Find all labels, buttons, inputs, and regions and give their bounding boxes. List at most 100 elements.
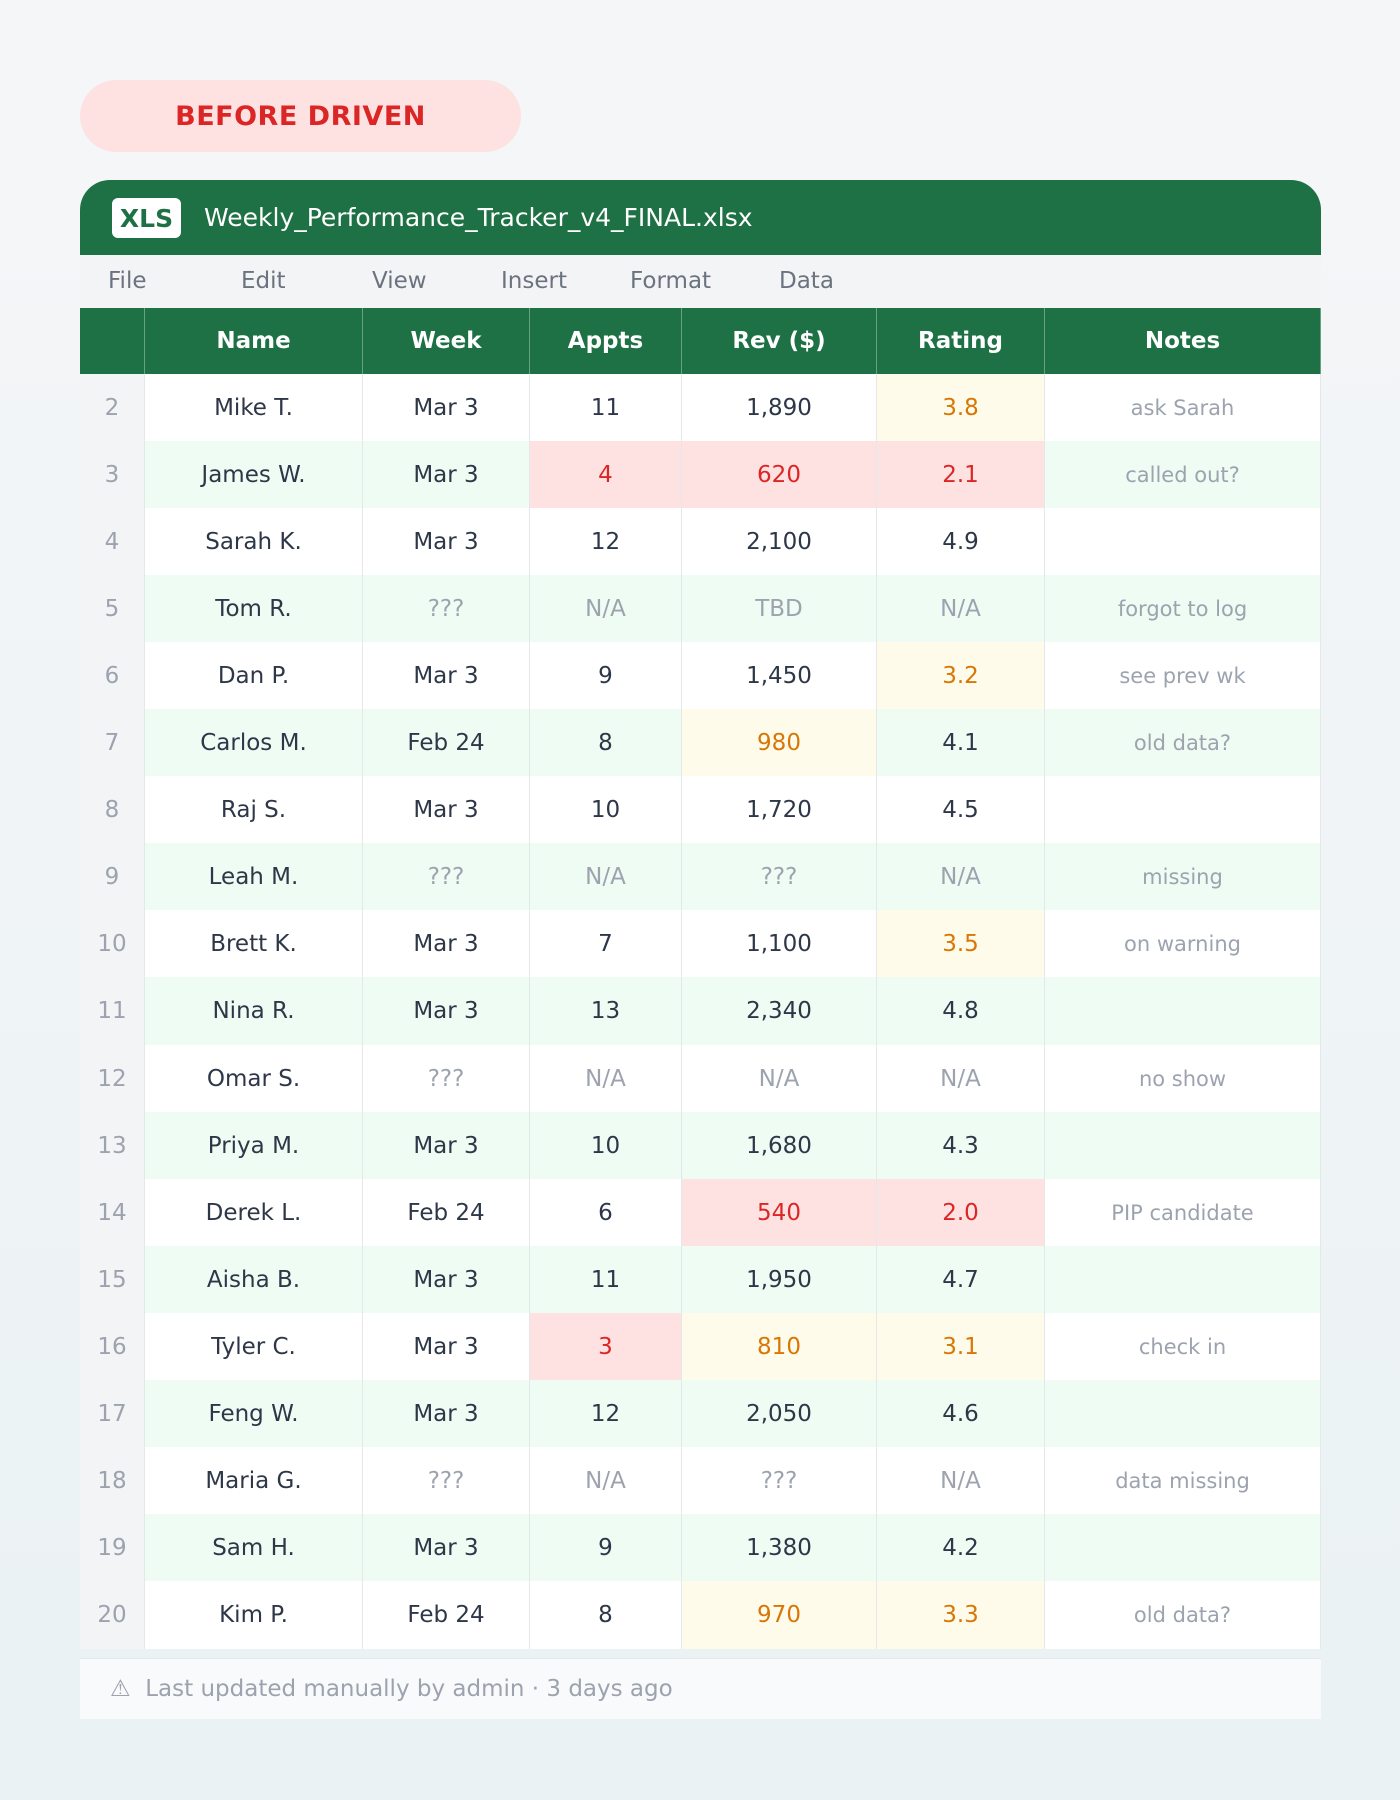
cell xyxy=(1045,776,1321,845)
footer: ⚠ Last updated manually by admin · 3 day… xyxy=(80,1658,1321,1719)
cell: Mar 3 xyxy=(363,910,530,979)
cell: Feb 24 xyxy=(363,709,530,778)
cell: 4.1 xyxy=(877,709,1045,778)
cell: Maria G. xyxy=(145,1446,363,1515)
cell: Mike T. xyxy=(145,374,363,442)
row-number: 7 xyxy=(80,709,145,778)
cell: 3.2 xyxy=(877,642,1045,711)
cell: 2.1 xyxy=(877,441,1045,510)
cell: 12 xyxy=(530,1379,682,1448)
cell: 4 xyxy=(530,441,682,510)
cell: 980 xyxy=(682,709,877,778)
cell: 2,340 xyxy=(682,977,877,1046)
header-cell: Rating xyxy=(877,308,1045,374)
cell: forgot to log xyxy=(1045,575,1321,644)
cell: James W. xyxy=(145,441,363,510)
cell: N/A xyxy=(877,1044,1045,1113)
menu-item[interactable]: File xyxy=(108,268,147,294)
cell: 6 xyxy=(530,1178,682,1247)
menu-item[interactable]: Format xyxy=(630,268,712,294)
row-number: 16 xyxy=(80,1312,145,1381)
row-number: 13 xyxy=(80,1111,145,1180)
header-cell: Notes xyxy=(1045,308,1321,374)
cell: 1,380 xyxy=(682,1513,877,1582)
cell: Sam H. xyxy=(145,1513,363,1582)
cell: no show xyxy=(1045,1044,1321,1113)
cell: Dan P. xyxy=(145,642,363,711)
cell: Tyler C. xyxy=(145,1312,363,1381)
row-number: 17 xyxy=(80,1379,145,1448)
cell: 10 xyxy=(530,1111,682,1180)
cell: old data? xyxy=(1045,1580,1321,1649)
cell: 1,680 xyxy=(682,1111,877,1180)
cell: Nina R. xyxy=(145,977,363,1046)
cell: N/A xyxy=(530,1044,682,1113)
cell: Mar 3 xyxy=(363,1513,530,1582)
cell: 540 xyxy=(682,1178,877,1247)
cell: 4.7 xyxy=(877,1245,1045,1314)
cell: Feb 24 xyxy=(363,1580,530,1649)
cell: 3.3 xyxy=(877,1580,1045,1649)
cell xyxy=(1045,1111,1321,1180)
cell: 970 xyxy=(682,1580,877,1649)
cell: N/A xyxy=(530,1446,682,1515)
cell: 1,950 xyxy=(682,1245,877,1314)
cell: Derek L. xyxy=(145,1178,363,1247)
cell: 1,100 xyxy=(682,910,877,979)
row-number: 5 xyxy=(80,575,145,644)
cell xyxy=(1045,508,1321,577)
cell: Mar 3 xyxy=(363,1245,530,1314)
cell: Carlos M. xyxy=(145,709,363,778)
cell: missing xyxy=(1045,843,1321,912)
header-cell: Week xyxy=(363,308,530,374)
cell: Feng W. xyxy=(145,1379,363,1448)
header-cell: Name xyxy=(145,308,363,374)
cell: ??? xyxy=(363,1044,530,1113)
menu-bar xyxy=(80,255,1321,308)
menu-item[interactable]: Edit xyxy=(241,268,286,294)
row-number: 11 xyxy=(80,977,145,1046)
cell: Feb 24 xyxy=(363,1178,530,1247)
cell: Mar 3 xyxy=(363,776,530,845)
menu-item[interactable]: Insert xyxy=(501,268,567,294)
cell: 2.0 xyxy=(877,1178,1045,1247)
menu-item[interactable]: View xyxy=(372,268,427,294)
file-icon: XLS xyxy=(112,198,181,238)
cell: ??? xyxy=(682,1446,877,1515)
header-cell xyxy=(80,308,145,374)
cell: 3.1 xyxy=(877,1312,1045,1381)
cell: 4.8 xyxy=(877,977,1045,1046)
cell: see prev wk xyxy=(1045,642,1321,711)
cell: Mar 3 xyxy=(363,441,530,510)
file-name: Weekly_Performance_Tracker_v4_FINAL.xlsx xyxy=(204,203,753,232)
cell: Aisha B. xyxy=(145,1245,363,1314)
cell: 810 xyxy=(682,1312,877,1381)
cell: 7 xyxy=(530,910,682,979)
cell: PIP candidate xyxy=(1045,1178,1321,1247)
cell xyxy=(1045,1379,1321,1448)
row-number: 3 xyxy=(80,441,145,510)
cell: 9 xyxy=(530,642,682,711)
menu-item[interactable]: Data xyxy=(779,268,834,294)
row-number: 10 xyxy=(80,910,145,979)
row-number: 18 xyxy=(80,1446,145,1515)
cell: 4.9 xyxy=(877,508,1045,577)
cell: Leah M. xyxy=(145,843,363,912)
cell: 4.6 xyxy=(877,1379,1045,1448)
cell: Kim P. xyxy=(145,1580,363,1649)
cell: 3.8 xyxy=(877,374,1045,442)
cell: 9 xyxy=(530,1513,682,1582)
cell: called out? xyxy=(1045,441,1321,510)
cell: 2,050 xyxy=(682,1379,877,1448)
cell: ??? xyxy=(363,843,530,912)
cell: N/A xyxy=(877,843,1045,912)
cell: Mar 3 xyxy=(363,1379,530,1448)
row-number: 8 xyxy=(80,776,145,845)
row-number: 20 xyxy=(80,1580,145,1649)
cell: on warning xyxy=(1045,910,1321,979)
row-number: 19 xyxy=(80,1513,145,1582)
cell: 4.2 xyxy=(877,1513,1045,1582)
cell: TBD xyxy=(682,575,877,644)
cell: N/A xyxy=(530,843,682,912)
